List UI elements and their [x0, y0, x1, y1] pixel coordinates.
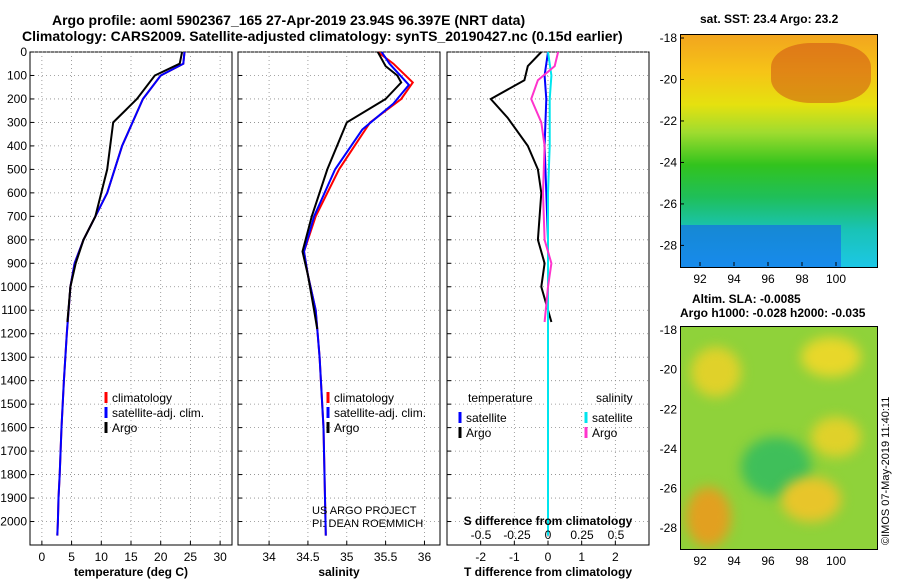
depth-tick-label: 600 [7, 186, 27, 200]
x-axis-label: T difference from climatology [464, 565, 632, 579]
sla-map-title2: Argo h1000: -0.028 h2000: -0.035 [680, 306, 866, 320]
depth-tick-label: 1400 [0, 374, 27, 388]
credit-pi: PI: DEAN ROEMMICH [312, 518, 424, 530]
series-line [301, 51, 403, 330]
legend-label: Argo [112, 421, 138, 435]
temperature-panel: 0 5 10 15 20 25 30 temperature (deg C) climatolo… [29, 51, 233, 579]
legend-label: satellite-adj. clim. [112, 406, 204, 420]
sla-blob [691, 347, 741, 397]
x-tick-label: 0 [545, 550, 552, 564]
credit-project: US ARGO PROJECT [312, 505, 417, 517]
x-tick-label: 2 [612, 550, 619, 564]
top-tick-label: -0.25 [503, 528, 531, 542]
x-tick-label: 35 [340, 550, 354, 564]
header-line1: Argo profile: aoml 5902367_165 27-Apr-20… [52, 12, 526, 28]
timestamp: ©IMOS 07-May-2019 11:40:11 [880, 396, 892, 545]
series-line [302, 51, 411, 536]
depth-tick-label: 500 [7, 162, 27, 176]
series-line [547, 51, 553, 536]
top-tick-label: 0.5 [608, 528, 625, 542]
depth-tick-label: 1800 [0, 468, 27, 482]
series-line [56, 51, 186, 536]
legend-label: satellite [592, 411, 633, 425]
x-tick-label: 36 [418, 550, 432, 564]
sst-map-warm-patch [771, 43, 871, 103]
x-tick-label: 35.5 [374, 550, 398, 564]
depth-tick-label: 800 [7, 233, 27, 247]
sst-map-cool-patch [681, 225, 841, 267]
depth-tick-label: 1900 [0, 491, 27, 505]
sla-blob [781, 477, 841, 522]
sla-map [680, 326, 878, 550]
x-tick-label: -2 [475, 550, 486, 564]
depth-tick-label: 0 [20, 45, 27, 59]
sla-map-title1: Altim. SLA: -0.0085 [692, 292, 801, 306]
x-axis-label: temperature (deg C) [74, 565, 188, 579]
x-tick-label: 34.5 [296, 550, 320, 564]
depth-tick-labels: 0 100 200 300 400 500 600 700 800 900 1000 1100 1200… [0, 45, 27, 529]
plot-frame [237, 51, 441, 546]
header-line2: Climatology: CARS2009. Satellite-adjuste… [22, 28, 623, 44]
top-tick-label: -0.5 [471, 528, 492, 542]
x-tick-label: 0 [39, 550, 46, 564]
depth-tick-label: 900 [7, 256, 27, 270]
depth-tick-label: 2000 [0, 515, 27, 529]
series-line [66, 51, 184, 323]
top-axis-label: S difference from climatology [464, 514, 633, 528]
x-tick-label: 15 [124, 550, 138, 564]
plot-frame [29, 51, 233, 546]
depth-tick-label: 700 [7, 209, 27, 223]
depth-tick-label: 1500 [0, 397, 27, 411]
depth-tick-label: 200 [7, 92, 27, 106]
legend-label: Argo [466, 426, 492, 440]
sst-map-title: sat. SST: 23.4 Argo: 23.2 [700, 12, 839, 26]
x-tick-label: 25 [184, 550, 198, 564]
depth-tick-label: 1100 [1, 303, 27, 317]
series-line [489, 51, 553, 323]
sst-map [680, 34, 878, 268]
legend-title-salinity: salinity [596, 391, 633, 405]
x-tick-label: 5 [68, 550, 75, 564]
x-tick-label: 20 [154, 550, 168, 564]
x-tick-label: -1 [509, 550, 520, 564]
series-line [530, 51, 560, 323]
depth-tick-label: 400 [7, 139, 27, 153]
depth-tick-label: 1000 [0, 280, 27, 294]
legend-label: climatology [112, 391, 172, 405]
x-tick-label: 1 [578, 550, 585, 564]
legend-label: climatology [334, 391, 394, 405]
depth-tick-label: 1600 [0, 421, 27, 435]
depth-tick-label: 100 [7, 68, 27, 82]
sla-blob [801, 337, 861, 377]
legend-title-temperature: temperature [468, 391, 533, 405]
top-tick-label: 0.25 [570, 528, 594, 542]
sla-blob [811, 417, 861, 457]
salinity-panel: 34 34.5 35 35.5 36 salinity climatologysatelli… [237, 51, 441, 579]
sla-blob [686, 487, 731, 547]
legend-label: Argo [334, 421, 360, 435]
legend-label: Argo [592, 426, 618, 440]
depth-tick-label: 1300 [0, 350, 27, 364]
legend-label: satellite [466, 411, 507, 425]
depth-tick-label: 1200 [0, 327, 27, 341]
x-axis-label: salinity [318, 565, 360, 579]
x-tick-label: 10 [95, 550, 109, 564]
x-tick-label: 34 [262, 550, 276, 564]
difference-panel: -2 -1 0 1 2T difference from climatology temp… [446, 51, 650, 579]
depth-tick-label: 300 [7, 115, 27, 129]
legend-label: satellite-adj. clim. [334, 406, 426, 420]
depth-tick-label: 1700 [0, 444, 27, 458]
top-tick-label: 0 [545, 528, 552, 542]
x-tick-label: 30 [213, 550, 227, 564]
